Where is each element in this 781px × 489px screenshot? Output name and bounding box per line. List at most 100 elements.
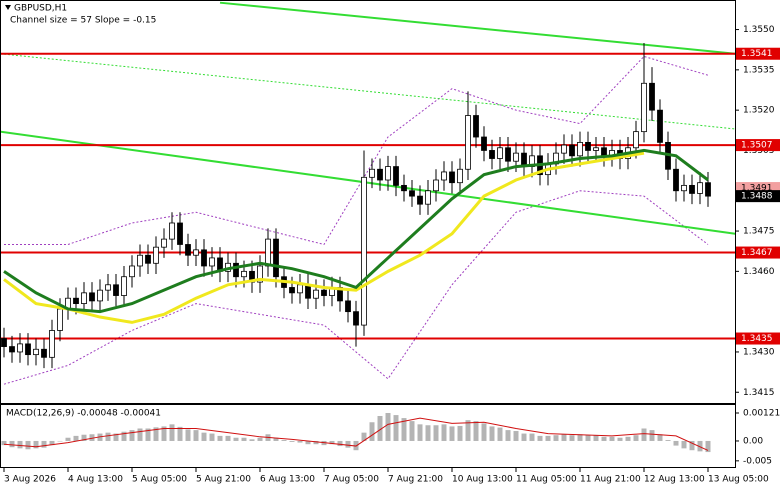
y-tick-label: 1.3460 (743, 267, 775, 277)
macd-bar (505, 430, 511, 441)
macd-bar (385, 413, 391, 441)
y-tick-label: 1.3520 (743, 106, 775, 116)
macd-bar (305, 440, 311, 445)
level-label: 1.3435 (741, 334, 773, 344)
candle-body (137, 254, 143, 267)
candle-body (361, 176, 367, 326)
macd-bar (57, 440, 63, 442)
candle-body (697, 182, 703, 194)
macd-bar (377, 416, 383, 441)
candle-body (169, 222, 175, 240)
candle-body (81, 292, 87, 304)
macd-bar (361, 432, 367, 441)
macd-bar (49, 440, 55, 446)
candle-body (681, 184, 687, 192)
y-tick-label: 1.3430 (743, 347, 775, 357)
candle-body (473, 115, 479, 138)
candle-body (49, 330, 55, 358)
macd-bar (441, 424, 447, 441)
macd-bar (337, 440, 343, 447)
candle-body (73, 297, 79, 304)
price-label-bg (736, 190, 780, 203)
macd-bar (73, 435, 79, 441)
candle-body (313, 289, 319, 299)
x-tick-label: 5 Aug 05:00 (132, 475, 187, 485)
candle-body (9, 346, 15, 353)
title-icon (5, 5, 11, 10)
x-tick-label: 4 Aug 13:00 (68, 475, 123, 485)
candle-body (505, 147, 511, 162)
macd-bar (25, 440, 31, 450)
candle-body (417, 195, 423, 205)
macd-bar (33, 440, 39, 449)
candle-body (633, 131, 639, 149)
macd-bar (577, 434, 583, 441)
macd-signal (3, 417, 709, 451)
candle-body (649, 82, 655, 111)
macd-bar (633, 435, 639, 441)
bollinger-band (3, 190, 709, 385)
candle-body (457, 168, 463, 184)
candle-body (25, 343, 31, 356)
macd-bar (521, 433, 527, 441)
candle-body (561, 144, 567, 154)
candle-body (201, 249, 207, 267)
macd-bar (89, 434, 95, 441)
candle-body (297, 284, 303, 294)
x-tick-label: 5 Aug 21:00 (196, 475, 251, 485)
level-label: 1.3467 (741, 248, 773, 258)
y-tick-label: 1.3415 (743, 388, 775, 398)
macd-bar (657, 434, 663, 441)
macd-bar (121, 431, 127, 441)
macd-bar (1, 440, 7, 446)
macd-bar (249, 439, 255, 441)
candle-body (97, 289, 103, 302)
candle-body (265, 238, 271, 267)
level-label: 1.3507 (741, 141, 773, 151)
macd-bar (457, 425, 463, 441)
macd-bar (689, 440, 695, 451)
candle-body (321, 289, 327, 296)
macd-bar (257, 437, 263, 441)
macd-bar (425, 425, 431, 441)
macd-bar (705, 440, 711, 453)
macd-bar (449, 426, 455, 441)
candle-body (425, 190, 431, 205)
candle-body (409, 190, 415, 197)
macd-bar (17, 440, 23, 449)
macd-bar (473, 421, 479, 441)
macd-bar (369, 422, 375, 441)
macd-bar (641, 428, 647, 441)
candle-body (433, 179, 439, 192)
macd-bar (681, 440, 687, 449)
candle-body (369, 168, 375, 178)
candle-body (33, 348, 39, 356)
macd-bar (417, 424, 423, 441)
candle-body (113, 284, 119, 296)
candle-body (353, 311, 359, 326)
x-tick-label: 10 Aug 13:00 (452, 475, 513, 485)
macd-bar (465, 420, 471, 441)
macd-bar (601, 436, 607, 441)
price-label: 1.3491 (741, 184, 773, 194)
macd-bar (529, 433, 535, 441)
y-tick-label: 1.3550 (743, 25, 775, 35)
macd-bar (401, 418, 407, 441)
candle-body (1, 338, 7, 347)
x-tick-label: 11 Aug 21:00 (580, 475, 641, 485)
candle-body (177, 222, 183, 245)
level-label-bg (736, 47, 780, 60)
candle-body (385, 166, 391, 181)
candle-body (41, 348, 47, 358)
moving-average (3, 151, 645, 324)
candle-body (289, 287, 295, 294)
macd-bar (273, 437, 279, 441)
candle-body (161, 238, 167, 248)
candle-body (401, 184, 407, 192)
macd-frame (0, 404, 736, 468)
macd-bar (81, 434, 87, 441)
macd-bar (537, 435, 543, 441)
macd-bar (513, 431, 519, 441)
macd-bar (177, 426, 183, 441)
